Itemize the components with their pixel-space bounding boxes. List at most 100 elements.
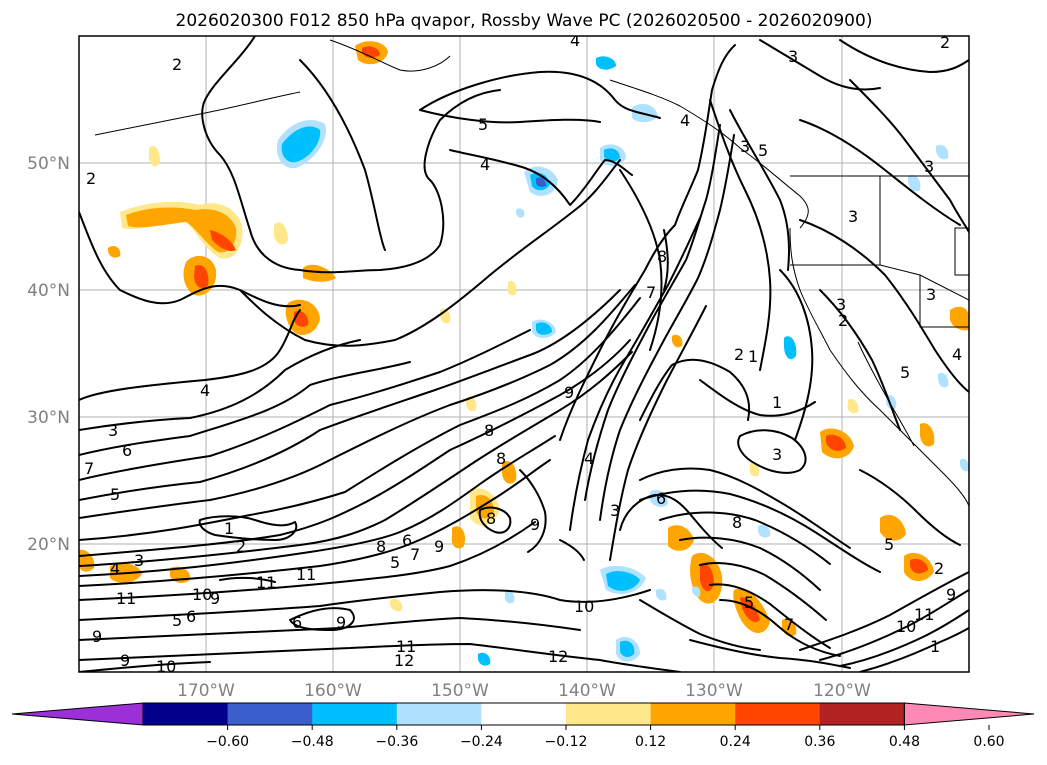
contour-label: 1 xyxy=(224,519,234,538)
colorbar-frame xyxy=(142,702,905,726)
latitude-labels: 50°N 40°N 30°N 20°N xyxy=(27,154,70,555)
lon-label: 160°W xyxy=(304,681,362,701)
contour-label: 2 xyxy=(86,169,96,188)
colorbar-tick-label: −0.60 xyxy=(206,734,249,750)
lon-label: 130°W xyxy=(685,681,743,701)
map-title: 2026020300 F012 850 hPa qvapor, Rossby W… xyxy=(176,11,873,31)
contour-label: 9 xyxy=(564,383,574,402)
contour-label: 11 xyxy=(296,565,316,584)
contour-label: 3 xyxy=(134,551,144,570)
contour-label: 10 xyxy=(574,597,594,616)
contour-label: 5 xyxy=(884,535,894,554)
pc-filled-anomalies xyxy=(79,41,969,666)
contour-label: 6 xyxy=(402,531,412,550)
colorbar-segment xyxy=(143,703,229,725)
qvapor-contours xyxy=(79,36,969,672)
contour-label: 10 xyxy=(156,657,176,676)
lon-label: 140°W xyxy=(558,681,616,701)
contour-label: 6 xyxy=(122,441,132,460)
contour-label: 10 xyxy=(896,617,916,636)
map-panel: 2 4 2 3 5 4 2 8 7 3 2 1 1 4 9 8 8 3 6 7 xyxy=(78,31,970,676)
contour-label: 3 xyxy=(788,47,798,66)
contour-label: 7 xyxy=(784,615,794,634)
contour-label: 5 xyxy=(900,363,910,382)
gridlines xyxy=(79,36,969,672)
lon-label: 170°W xyxy=(177,681,235,701)
contour-label: 8 xyxy=(484,421,494,440)
colorbar-tick-label: 0.24 xyxy=(720,734,751,750)
contour-label: 4 xyxy=(584,449,594,468)
contour-label: 5 xyxy=(110,485,120,504)
colorbar-segment xyxy=(481,703,567,725)
contour-label: 1 xyxy=(748,347,758,366)
lat-label: 40°N xyxy=(27,281,70,301)
contour-label: 5 xyxy=(758,141,768,160)
coastlines xyxy=(94,39,969,507)
contour-label: 7 xyxy=(84,459,94,478)
contour-label: 11 xyxy=(256,573,276,592)
colorbar-tick-label: 0.48 xyxy=(889,734,920,750)
contour-labels: 2 4 2 3 5 4 2 8 7 3 2 1 1 4 9 8 8 3 6 7 xyxy=(84,31,962,676)
contour-label: 4 xyxy=(480,155,490,174)
contour-label: 10 xyxy=(192,585,212,604)
contour-label: 9 xyxy=(92,627,102,646)
contour-label: 5 xyxy=(744,593,754,612)
contour-label: 9 xyxy=(434,537,444,556)
colorbar-segment xyxy=(566,703,652,725)
contour-label: 9 xyxy=(336,613,346,632)
contour-label: 5 xyxy=(478,115,488,134)
contour-label: 11 xyxy=(116,589,136,608)
contour-label: 3 xyxy=(924,157,934,176)
contour-label: 5 xyxy=(390,553,400,572)
map-frame xyxy=(78,35,970,673)
contour-label: 6 xyxy=(656,489,666,508)
contour-label: 1 xyxy=(930,637,940,656)
colorbar-tick-label: −0.48 xyxy=(291,734,334,750)
contour-label: 11 xyxy=(396,637,416,656)
contour-label: 2 xyxy=(940,33,950,52)
contour-label: 3 xyxy=(610,501,620,520)
contour-label: 3 xyxy=(926,285,936,304)
lat-label: 50°N xyxy=(27,154,70,174)
colorbar-tick-label: −0.36 xyxy=(375,734,418,750)
map-background xyxy=(79,36,969,672)
contour-label: 3 xyxy=(836,295,846,314)
contour-label: 3 xyxy=(740,137,750,156)
contour-label: 12 xyxy=(548,647,568,666)
lon-label: 120°W xyxy=(813,681,871,701)
contour-label: 5 xyxy=(172,611,182,630)
lat-label: 30°N xyxy=(27,408,70,428)
contour-label: 8 xyxy=(376,537,386,556)
colorbar-extend-low xyxy=(11,702,144,726)
colorbar-segment xyxy=(396,703,482,725)
colorbar-tick-label: 0.60 xyxy=(973,734,1004,750)
contour-label: 2 xyxy=(172,55,182,74)
colorbar-segment xyxy=(227,703,313,725)
colorbar-segment xyxy=(819,703,905,725)
lat-label: 20°N xyxy=(27,535,70,555)
colorbar: −0.60 −0.48 −0.36 −0.24 −0.12 0.12 0.24 0.36 0.4… xyxy=(11,702,1035,750)
contour-label: 2 xyxy=(838,311,848,330)
contour-label: 12 xyxy=(394,651,414,670)
lon-label: 150°W xyxy=(431,681,489,701)
colorbar-extend-high xyxy=(903,702,1035,726)
colorbar-tick-label: −0.24 xyxy=(460,734,503,750)
contour-label: 7 xyxy=(646,283,656,302)
contour-label: 6 xyxy=(292,613,302,632)
contour-label: 2 xyxy=(236,537,246,556)
contour-label: 11 xyxy=(914,605,934,624)
contour-label: 8 xyxy=(486,509,496,528)
contour-label: 2 xyxy=(934,559,944,578)
contour-label: 1 xyxy=(772,393,782,412)
contour-label: 4 xyxy=(570,31,580,50)
contour-label: 8 xyxy=(732,513,742,532)
contour-label: 8 xyxy=(657,247,667,266)
contour-label: 6 xyxy=(186,607,196,626)
contour-label: 9 xyxy=(210,589,220,608)
colorbar-tick-label: 0.12 xyxy=(635,734,666,750)
colorbar-tick-label: 0.36 xyxy=(804,734,835,750)
contour-label: 4 xyxy=(200,381,210,400)
colorbar-segment xyxy=(650,703,736,725)
contour-label: 3 xyxy=(772,445,782,464)
